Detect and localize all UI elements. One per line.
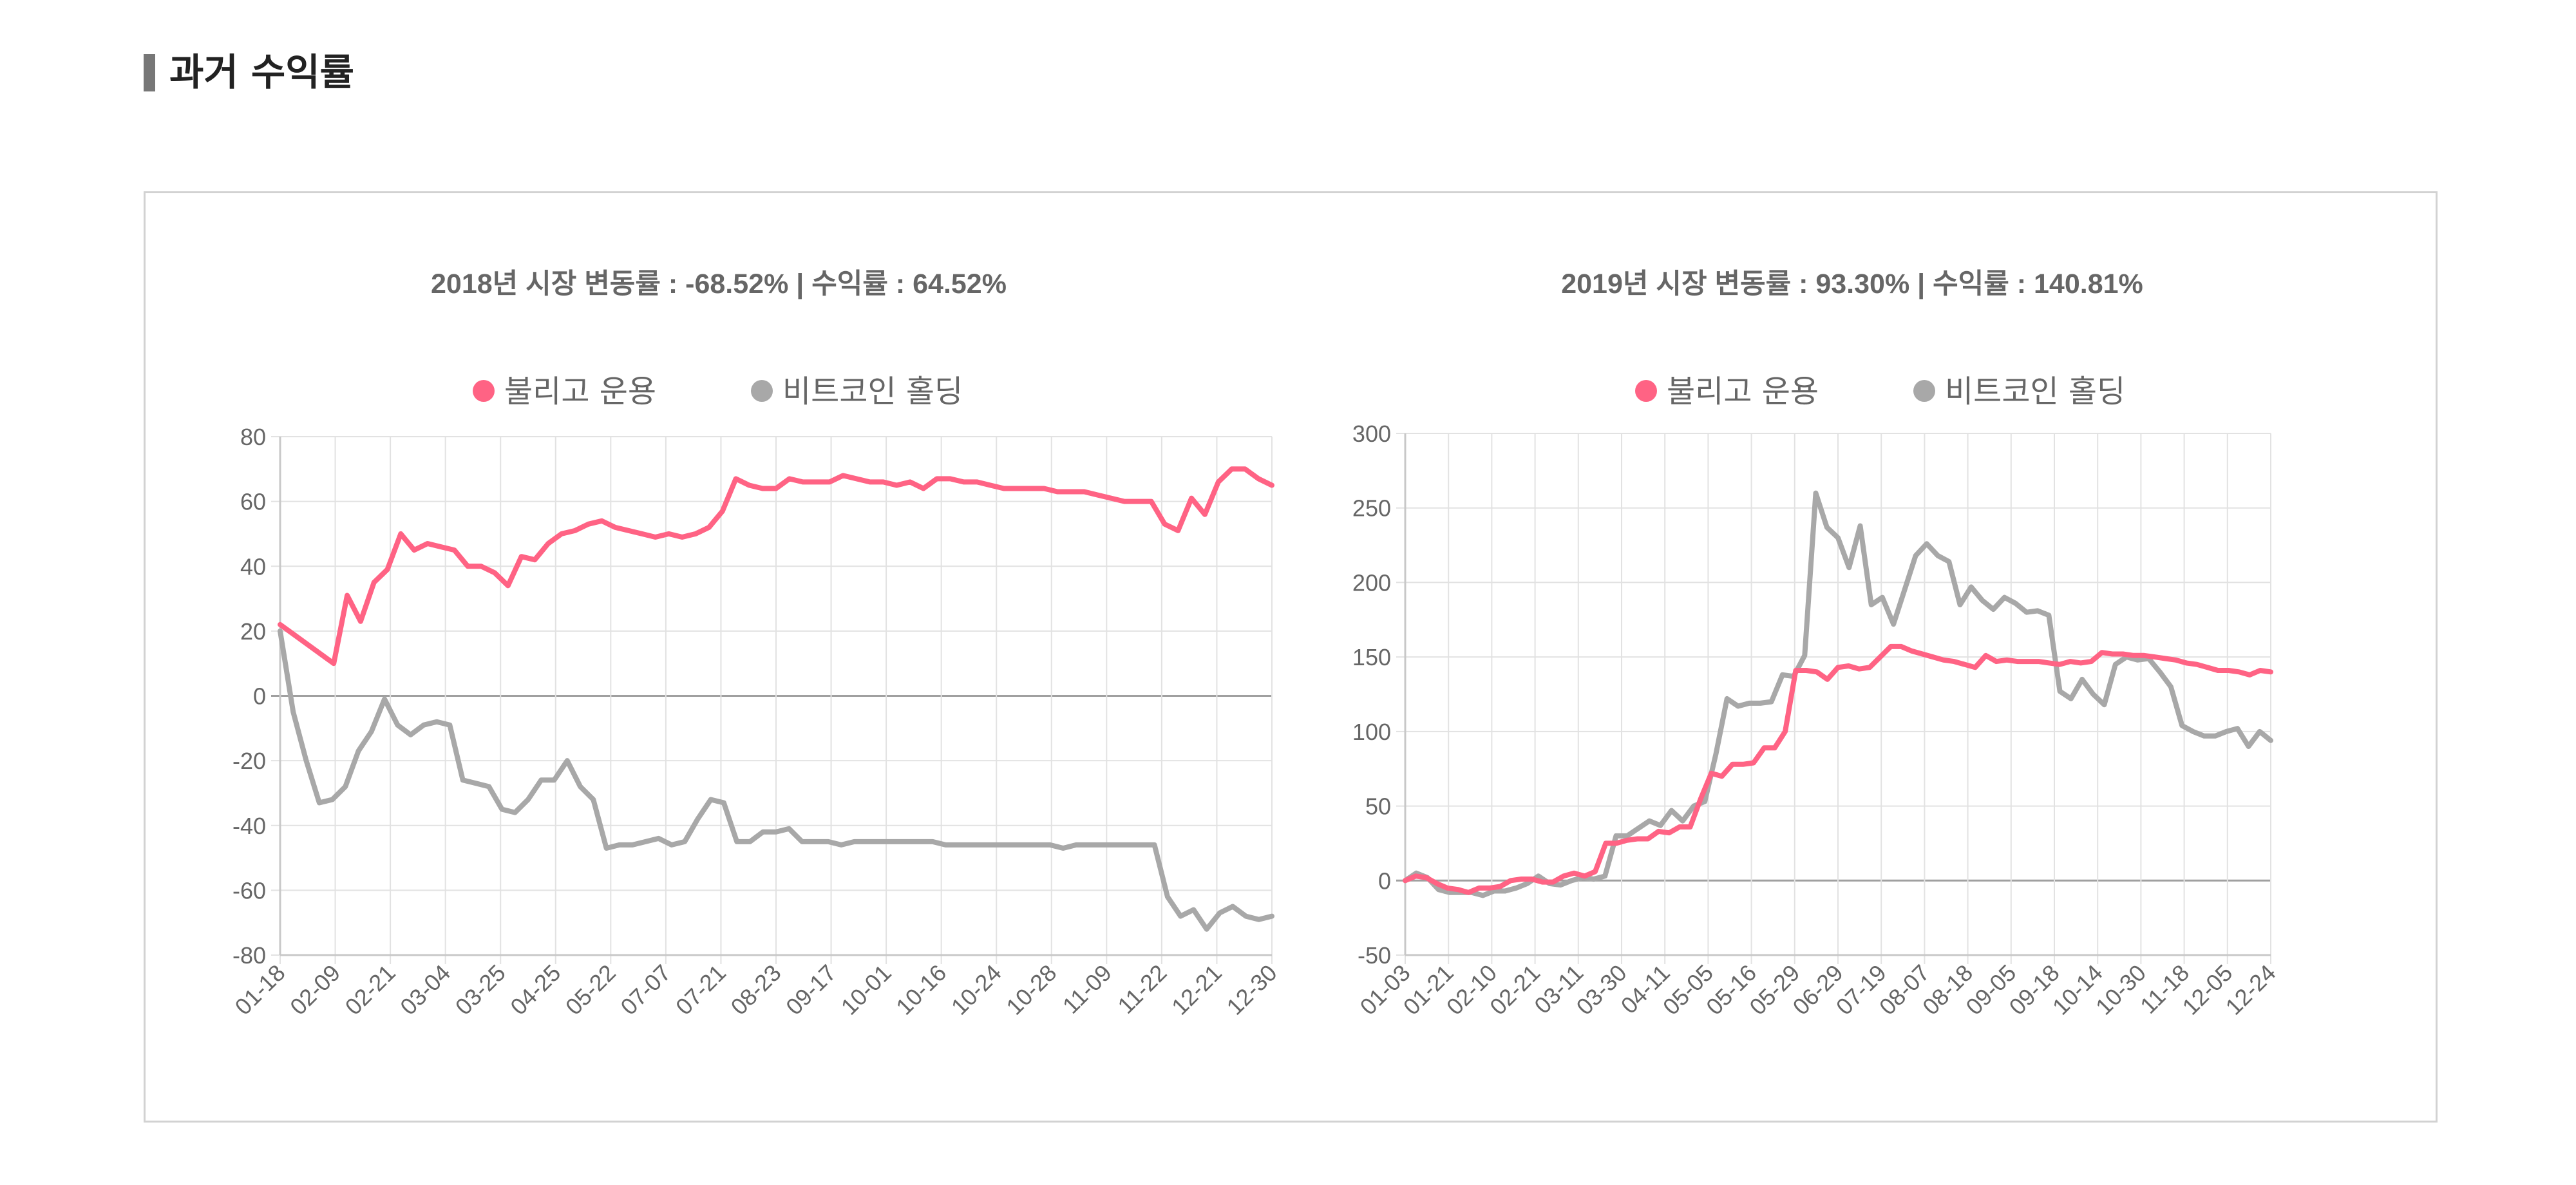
x-tick-label: 07-07 <box>615 960 676 1020</box>
legend-marker-1 <box>1913 380 1935 402</box>
y-tick-label: 150 <box>1352 644 1391 670</box>
x-tick-label: 08-07 <box>1874 960 1935 1020</box>
series-line-1 <box>278 628 1274 932</box>
y-tick-label: 300 <box>1352 421 1391 447</box>
x-tick-label: 10-01 <box>836 960 896 1020</box>
y-tick-label: -50 <box>1358 942 1391 969</box>
x-tick-label: 08-23 <box>726 960 786 1020</box>
x-tick-label: 04-25 <box>505 960 565 1020</box>
y-tick-label: 100 <box>1352 719 1391 745</box>
x-tick-label: 07-19 <box>1831 960 1891 1020</box>
series-line-0 <box>278 466 1274 667</box>
y-tick-label: -20 <box>232 748 266 774</box>
x-tick-label: 09-18 <box>2004 960 2065 1020</box>
y-tick-label: -40 <box>232 813 266 839</box>
y-tick-label: 0 <box>253 683 266 710</box>
legend-label-0: 불리고 운용 <box>1667 374 1819 410</box>
y-tick-label: -80 <box>232 942 266 969</box>
x-tick-label: 12-21 <box>1166 960 1227 1020</box>
y-tick-label: 40 <box>240 553 266 580</box>
x-tick-label: 03-04 <box>395 960 455 1020</box>
chart-title: 2018년 시장 변동률 : -68.52% | 수익률 : 64.52% <box>431 269 1007 299</box>
x-tick-label: 08-18 <box>1917 960 1978 1020</box>
y-tick-label: 60 <box>240 489 266 515</box>
x-tick-label: 06-29 <box>1788 960 1848 1020</box>
y-tick-label: 250 <box>1352 495 1391 522</box>
x-tick-label: 02-10 <box>1441 960 1502 1020</box>
x-tick-label: 01-21 <box>1398 960 1459 1020</box>
x-tick-label: 12-30 <box>1222 960 1282 1020</box>
x-tick-label: 10-14 <box>2047 960 2108 1020</box>
section-title: 과거 수익률 <box>169 50 354 94</box>
x-tick-label: 10-16 <box>891 960 951 1020</box>
x-tick-label: 05-16 <box>1701 960 1761 1020</box>
legend-marker-1 <box>751 380 773 402</box>
x-tick-label: 05-29 <box>1744 960 1804 1020</box>
x-tick-label: 03-25 <box>450 960 511 1020</box>
x-tick-label: 07-21 <box>670 960 731 1020</box>
legend-label-1: 비트코인 홀딩 <box>782 374 963 410</box>
x-tick-label: 12-05 <box>2177 960 2237 1020</box>
x-tick-label: 11-22 <box>1112 960 1171 1019</box>
y-tick-label: 0 <box>1378 867 1391 894</box>
x-tick-label: 10-30 <box>2090 960 2151 1020</box>
legend-marker-0 <box>1635 380 1657 402</box>
y-tick-label: 80 <box>240 424 266 450</box>
chart-2018: 2018년 시장 변동률 : -68.52% | 수익률 : 64.52% 불리고… <box>230 269 1282 1020</box>
x-tick-label: 05-05 <box>1658 960 1718 1020</box>
x-tick-label: 03-30 <box>1571 960 1632 1020</box>
chart-title: 2019년 시장 변동률 : 93.30% | 수익률 : 140.81% <box>1561 269 2143 299</box>
x-tick-label: 11-09 <box>1057 960 1117 1019</box>
series-line-0 <box>1403 643 2273 895</box>
x-tick-label: 09-05 <box>1960 960 2021 1020</box>
x-tick-label: 02-09 <box>285 960 345 1020</box>
x-tick-label: 09-17 <box>781 960 841 1020</box>
x-tick-label: 10-24 <box>946 960 1007 1020</box>
legend-label-0: 불리고 운용 <box>504 374 656 410</box>
x-tick-label: 02-21 <box>1484 960 1545 1020</box>
y-tick-label: 50 <box>1365 793 1391 820</box>
section-bar-marker <box>144 54 155 91</box>
x-tick-label: 12-24 <box>2221 960 2281 1020</box>
x-tick-label: 02-21 <box>340 960 401 1020</box>
y-tick-label: 20 <box>240 618 266 645</box>
y-tick-label: 200 <box>1352 569 1391 596</box>
chart-2019: 2019년 시장 변동률 : 93.30% | 수익률 : 140.81% 불리고… <box>1352 269 2281 1020</box>
legend-marker-0 <box>473 380 495 402</box>
x-tick-label: 05-22 <box>560 960 621 1020</box>
legend-label-1: 비트코인 홀딩 <box>1945 374 2125 410</box>
charts-frame: 2018년 시장 변동률 : -68.52% | 수익률 : 64.52% 불리고… <box>144 191 2438 1123</box>
y-tick-label: -60 <box>232 877 266 904</box>
x-tick-label: 10-28 <box>1001 960 1061 1020</box>
